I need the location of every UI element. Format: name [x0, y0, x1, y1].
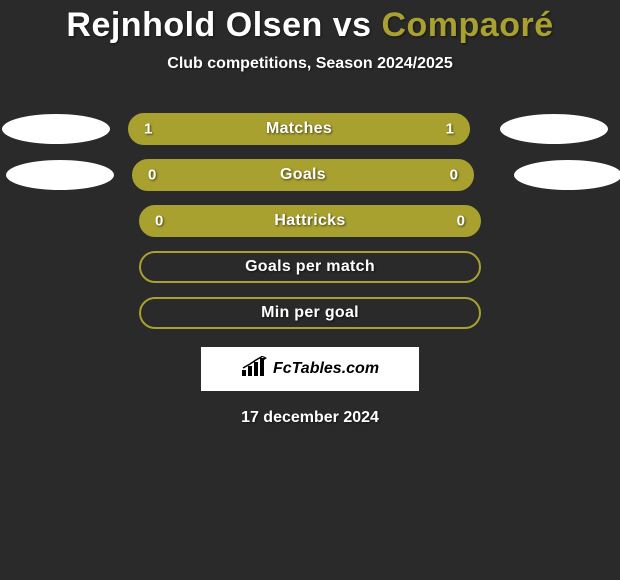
right-oval [500, 114, 608, 144]
stat-left-value: 1 [144, 121, 152, 138]
right-oval [514, 160, 620, 190]
stat-row: Min per goal [0, 297, 620, 329]
brand-text: FcTables.com [273, 360, 379, 378]
stat-label: Hattricks [274, 212, 345, 230]
left-oval [2, 114, 110, 144]
stat-right-value: 0 [450, 167, 458, 184]
stat-right-value: 0 [457, 213, 465, 230]
brand-chart-icon [241, 356, 267, 383]
stat-row: 0 Goals 0 [0, 159, 620, 191]
right-oval-placeholder [499, 252, 607, 282]
stat-label: Matches [266, 120, 332, 138]
subtitle: Club competitions, Season 2024/2025 [0, 55, 620, 73]
stat-left-value: 0 [155, 213, 163, 230]
title-prefix: Rejnhold Olsen vs [66, 6, 381, 44]
left-oval [6, 160, 114, 190]
page-title: Rejnhold Olsen vs Compaoré [0, 0, 620, 45]
stat-label: Min per goal [261, 304, 359, 322]
stat-right-value: 1 [446, 121, 454, 138]
right-oval-placeholder [499, 298, 607, 328]
title-accent: Compaoré [381, 6, 553, 44]
stat-bar: 0 Hattricks 0 [139, 205, 481, 237]
left-oval-placeholder [13, 252, 121, 282]
stat-label: Goals [280, 166, 326, 184]
comparison-rows: 1 Matches 1 0 Goals 0 0 Hattricks 0 Goals per mat… [0, 113, 620, 329]
stat-row: 1 Matches 1 [0, 113, 620, 145]
stat-bar: Min per goal [139, 297, 481, 329]
stat-label: Goals per match [245, 258, 375, 276]
brand-badge: FcTables.com [201, 347, 419, 391]
stat-row: 0 Hattricks 0 [0, 205, 620, 237]
left-oval-placeholder [13, 206, 121, 236]
stat-bar: 1 Matches 1 [128, 113, 470, 145]
footer-date: 17 december 2024 [0, 409, 620, 427]
stat-bar: Goals per match [139, 251, 481, 283]
right-oval-placeholder [499, 206, 607, 236]
stat-bar: 0 Goals 0 [132, 159, 474, 191]
left-oval-placeholder [13, 298, 121, 328]
stat-row: Goals per match [0, 251, 620, 283]
stat-left-value: 0 [148, 167, 156, 184]
